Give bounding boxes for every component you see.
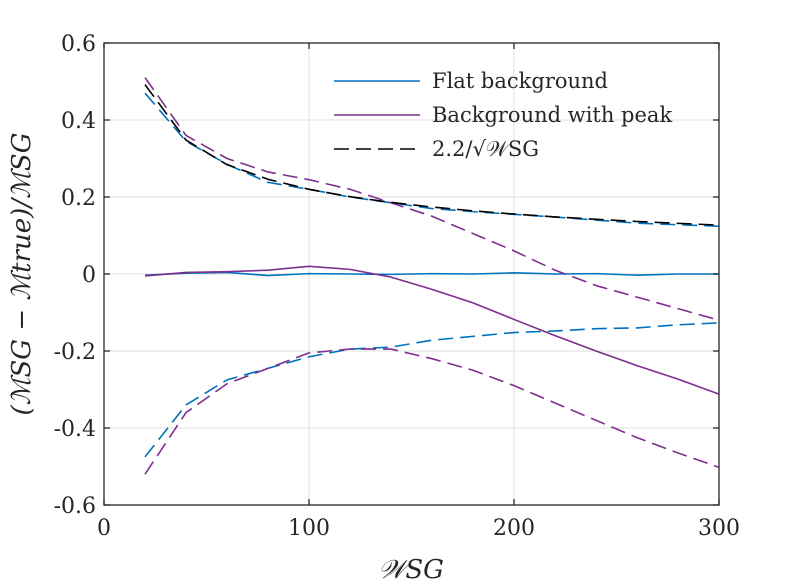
x-tick-label-2: 200 xyxy=(493,516,535,541)
x-tick-label-3: 300 xyxy=(698,516,740,541)
series-line-0 xyxy=(144,271,719,277)
series-line-1 xyxy=(144,92,720,228)
x-tick-label-1: 100 xyxy=(288,516,330,541)
legend: Flat background Background with peak 2.2/√… xyxy=(334,69,672,161)
legend-label-2: 2.2/√𝒲SG xyxy=(432,137,539,161)
axes xyxy=(103,42,720,506)
series-line-4 xyxy=(144,77,720,321)
tick-labels: 0 100 200 300 -0.6 -0.4 -0.2 0 0.2 0.4 0.6 xyxy=(54,32,740,541)
y-tick-label-0: -0.6 xyxy=(54,494,96,519)
legend-label-0: Flat background xyxy=(432,69,608,93)
y-tick-label-3: 0 xyxy=(82,263,96,288)
series-line-2 xyxy=(144,322,720,458)
y-tick-label-6: 0.6 xyxy=(61,32,96,57)
grid xyxy=(104,43,719,505)
series-line-6 xyxy=(144,84,720,226)
x-axis-label: 𝒲SG xyxy=(378,555,444,585)
y-tick-label-1: -0.4 xyxy=(54,417,96,442)
y-tick-label-2: -0.2 xyxy=(54,340,96,365)
y-axis-label: (ℳSG − ℳtrue)/ℳSG xyxy=(7,133,37,416)
series-line-3 xyxy=(144,265,720,395)
y-tick-label-5: 0.4 xyxy=(61,109,96,134)
y-tick-label-4: 0.2 xyxy=(61,186,96,211)
x-tick-label-0: 0 xyxy=(97,516,111,541)
series-lines xyxy=(144,77,720,475)
series-line-5 xyxy=(144,348,720,475)
legend-label-1: Background with peak xyxy=(432,103,672,127)
